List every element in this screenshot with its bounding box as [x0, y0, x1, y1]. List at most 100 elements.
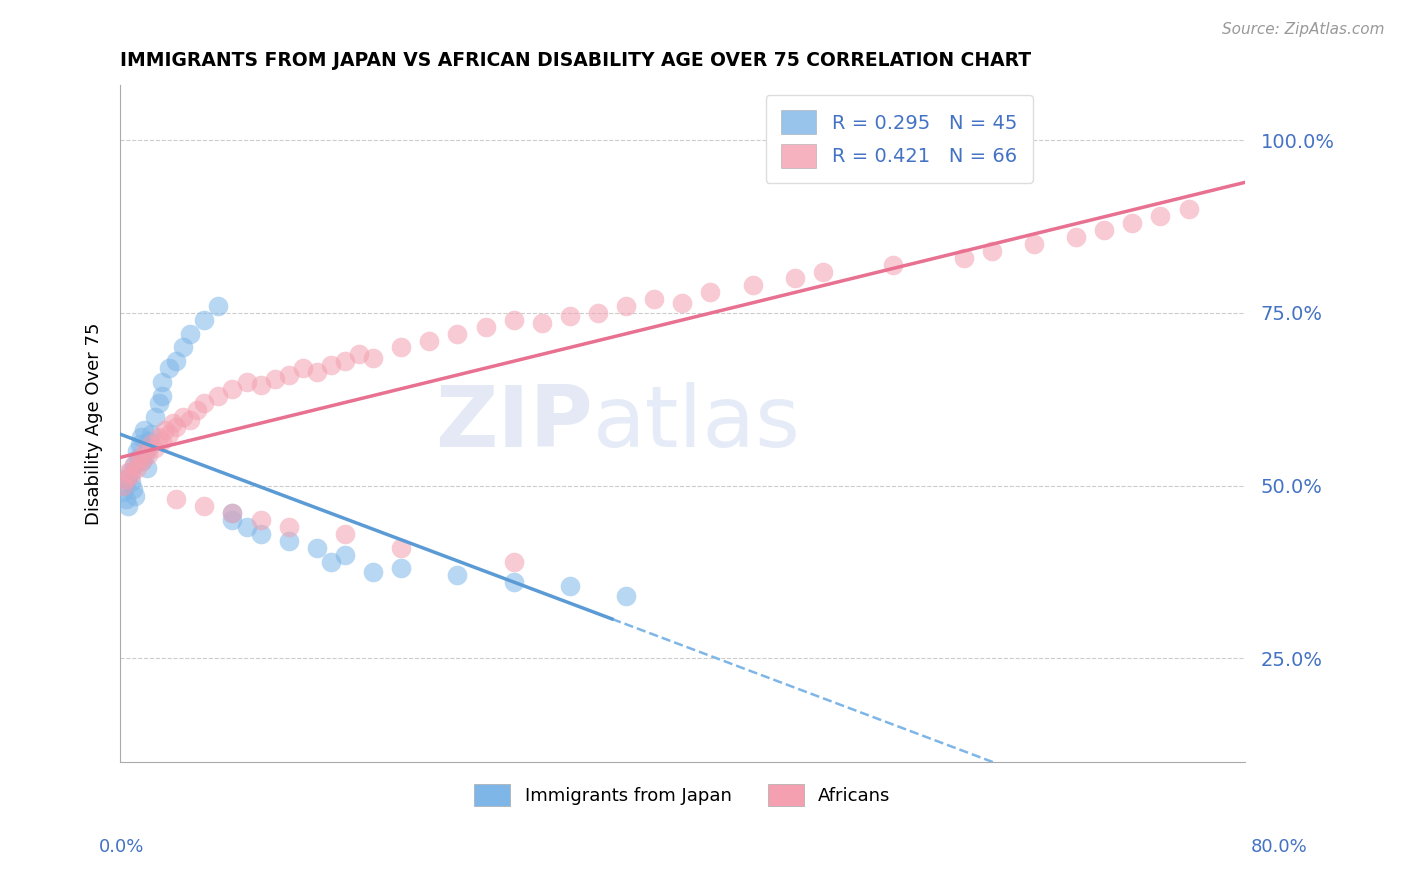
Point — [1177, 202, 1199, 217]
Point — [277, 520, 299, 534]
Point — [249, 378, 271, 392]
Point — [128, 437, 150, 451]
Point — [221, 506, 243, 520]
Text: 0.0%: 0.0% — [98, 838, 143, 856]
Point — [446, 568, 468, 582]
Point — [129, 430, 152, 444]
Point — [643, 292, 665, 306]
Point — [148, 395, 170, 409]
Point — [502, 575, 524, 590]
Point — [333, 354, 356, 368]
Point — [235, 520, 257, 534]
Point — [125, 461, 148, 475]
Point — [124, 489, 146, 503]
Point — [319, 358, 342, 372]
Point — [136, 441, 159, 455]
Point — [235, 375, 257, 389]
Point — [671, 295, 693, 310]
Point — [418, 334, 440, 348]
Text: 80.0%: 80.0% — [1251, 838, 1308, 856]
Point — [186, 402, 208, 417]
Point — [150, 434, 173, 448]
Point — [207, 299, 229, 313]
Point — [112, 478, 135, 492]
Point — [502, 555, 524, 569]
Point — [179, 326, 201, 341]
Point — [1092, 223, 1115, 237]
Point — [120, 468, 142, 483]
Point — [134, 444, 156, 458]
Point — [115, 472, 138, 486]
Point — [165, 420, 187, 434]
Point — [120, 475, 142, 490]
Point — [221, 506, 243, 520]
Point — [153, 423, 176, 437]
Point — [193, 500, 215, 514]
Point — [111, 485, 134, 500]
Point — [952, 251, 974, 265]
Point — [131, 454, 153, 468]
Point — [699, 285, 721, 300]
Point — [249, 527, 271, 541]
Text: IMMIGRANTS FROM JAPAN VS AFRICAN DISABILITY AGE OVER 75 CORRELATION CHART: IMMIGRANTS FROM JAPAN VS AFRICAN DISABIL… — [120, 51, 1031, 70]
Point — [125, 444, 148, 458]
Point — [277, 368, 299, 383]
Point — [111, 478, 134, 492]
Point — [586, 306, 609, 320]
Point — [162, 417, 184, 431]
Point — [305, 365, 328, 379]
Point — [333, 548, 356, 562]
Point — [291, 361, 314, 376]
Point — [122, 458, 145, 472]
Point — [179, 413, 201, 427]
Point — [114, 472, 136, 486]
Point — [558, 310, 581, 324]
Point — [1064, 230, 1087, 244]
Point — [139, 437, 162, 451]
Point — [150, 375, 173, 389]
Point — [150, 389, 173, 403]
Point — [193, 395, 215, 409]
Point — [319, 555, 342, 569]
Point — [389, 541, 412, 555]
Point — [558, 579, 581, 593]
Point — [128, 450, 150, 465]
Point — [221, 513, 243, 527]
Point — [530, 316, 553, 330]
Point — [122, 458, 145, 472]
Point — [1022, 236, 1045, 251]
Point — [143, 441, 166, 455]
Point — [157, 426, 180, 441]
Point — [614, 589, 637, 603]
Point — [118, 465, 141, 479]
Point — [143, 409, 166, 424]
Point — [165, 354, 187, 368]
Point — [117, 465, 139, 479]
Point — [811, 264, 834, 278]
Y-axis label: Disability Age Over 75: Disability Age Over 75 — [86, 322, 103, 524]
Point — [389, 341, 412, 355]
Point — [117, 500, 139, 514]
Point — [277, 533, 299, 548]
Point — [980, 244, 1002, 258]
Point — [389, 561, 412, 575]
Legend: Immigrants from Japan, Africans: Immigrants from Japan, Africans — [467, 777, 898, 814]
Point — [347, 347, 370, 361]
Point — [139, 426, 162, 441]
Text: Source: ZipAtlas.com: Source: ZipAtlas.com — [1222, 22, 1385, 37]
Point — [361, 351, 384, 365]
Point — [131, 454, 153, 468]
Text: atlas: atlas — [592, 382, 800, 465]
Point — [121, 482, 143, 496]
Point — [502, 313, 524, 327]
Point — [249, 513, 271, 527]
Point — [165, 492, 187, 507]
Point — [136, 448, 159, 462]
Point — [474, 319, 496, 334]
Point — [193, 313, 215, 327]
Point — [127, 450, 149, 465]
Point — [114, 492, 136, 507]
Point — [135, 461, 157, 475]
Point — [172, 341, 194, 355]
Point — [138, 434, 160, 448]
